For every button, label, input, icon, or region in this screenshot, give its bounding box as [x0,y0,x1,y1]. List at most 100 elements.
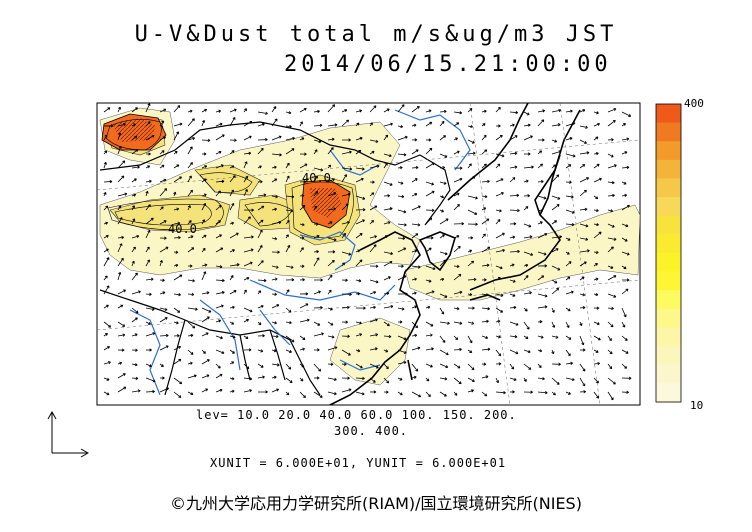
wind-arrow [313,290,321,295]
wind-arrow [173,321,179,325]
wind-arrow [187,391,194,396]
wind-arrow [145,321,151,325]
wind-arrow [369,290,377,295]
wind-arrow [257,321,262,326]
wind-arrow [215,190,221,197]
wind-arrow [607,237,617,241]
legend-frame [655,103,682,403]
wind-arrow [313,321,321,326]
wind-arrow [607,363,613,370]
wind-arrow [579,109,586,113]
wind-arrow [439,120,445,127]
wind-arrow [565,361,573,365]
wind-arrow [621,251,630,256]
wind-arrow [411,333,418,338]
wind-arrow [313,278,323,282]
wind-arrow [621,111,632,117]
wind-arrow [481,218,490,225]
wind-arrow [159,136,167,141]
wind-arrow [397,264,404,268]
wind-arrow [425,138,432,142]
wind-arrow [327,137,335,141]
wind-arrow [229,165,235,169]
wind-arrow [467,222,478,226]
wind-arrow [369,139,379,143]
wind-arrow [467,349,473,353]
wind-arrow [397,236,406,241]
wind-arrow [313,167,324,172]
wind-arrow [607,108,617,113]
wind-arrow [243,161,248,169]
wind-arrow [495,192,504,197]
wind-arrow [537,363,542,369]
wind-arrow [621,165,630,170]
wind-arrow [271,388,279,393]
wind-arrow [229,117,236,127]
wind-arrow [341,220,350,225]
wind-arrow [271,375,277,379]
wind-arrow [159,188,168,197]
wind-arrow [313,205,317,211]
wind-arrow [257,290,262,295]
wind-arrow [313,109,320,114]
wind-arrow [103,124,114,128]
wind-arrow [397,209,407,214]
wind-arrow [509,363,515,370]
wind-arrow [355,391,365,396]
copyright-credit: ©九州大学応用力学研究所(RIAM)/国立環境研究所(NIES) [170,494,582,513]
wind-arrow [467,209,478,215]
wind-arrow [327,221,333,225]
wind-arrow [103,235,109,239]
wind-arrow [159,220,167,225]
wind-arrow [425,109,432,113]
wind-arrow [313,376,320,380]
wind-arrow [579,377,586,387]
wind-arrow [467,249,473,253]
wind-arrow [397,104,405,113]
wind-arrow [439,293,448,298]
wind-arrow [355,333,363,337]
wind-arrow [537,391,548,395]
wind-arrow [285,391,290,396]
wind-arrow [103,179,113,184]
wind-arrow [299,303,309,309]
wind-arrow [187,279,195,283]
wind-arrow [173,377,183,385]
wind-arrow [621,349,629,354]
wind-arrow [145,190,149,197]
wind-arrow [145,165,151,169]
wind-arrow [607,223,615,228]
wind-arrow [243,208,254,212]
wind-arrow [243,276,250,281]
wind-arrow [257,138,268,142]
level-values-line2: 300. 400. [334,424,409,438]
wind-arrow [271,277,278,281]
wind-arrow [537,209,543,213]
wind-arrow [215,220,221,225]
wind-arrow [579,177,590,183]
wind-arrow [383,122,393,127]
wind-arrow [243,216,251,225]
wind-arrow [369,318,378,323]
wind-arrow [341,119,350,127]
wind-arrow [383,377,390,384]
wind-arrow [523,111,530,116]
wind-arrow [131,165,140,169]
wind-arrow [257,165,262,169]
wind-arrow [187,136,195,141]
wind-arrow [453,122,460,127]
wind-arrow [341,278,348,282]
wind-arrow [607,265,614,269]
wind-arrow [523,235,533,239]
wind-arrow [299,137,305,141]
wind-arrow [117,192,128,197]
legend-min-label: 10 [690,399,704,412]
wind-arrow [607,153,614,158]
wind-arrow [523,223,532,228]
wind-arrow [187,349,194,355]
wind-arrow [327,164,332,169]
wind-arrow [593,391,600,399]
wind-arrow [579,261,587,267]
wind-arrow [481,179,490,184]
wind-arrow [173,131,180,141]
